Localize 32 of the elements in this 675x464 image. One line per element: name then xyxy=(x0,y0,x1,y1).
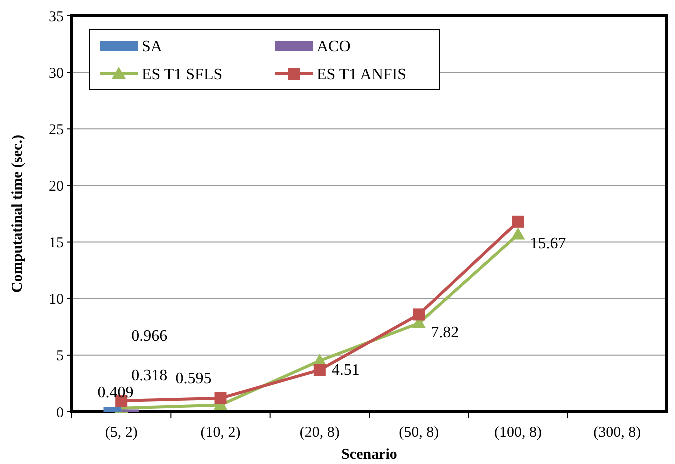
x-tick-label: (5, 2) xyxy=(105,425,138,441)
x-tick-label: (100, 8) xyxy=(494,425,542,441)
legend-label: ACO xyxy=(317,38,351,56)
y-tick-label: 5 xyxy=(56,348,64,365)
y-tick-label: 20 xyxy=(49,178,64,195)
data-label: 0.966 xyxy=(132,328,168,346)
data-label: 7.82 xyxy=(431,324,460,342)
data-label: 4.51 xyxy=(332,362,360,379)
x-tick-label: (10, 2) xyxy=(200,425,241,441)
point xyxy=(413,308,426,321)
point xyxy=(511,228,526,240)
y-tick-label: 25 xyxy=(49,122,64,138)
x-tick-label: (20, 8) xyxy=(300,425,340,441)
x-tick-label: (300, 8) xyxy=(594,425,642,441)
y-tick-label: 10 xyxy=(49,292,64,308)
y-tick-label: 15 xyxy=(49,236,64,252)
legend-label: SA xyxy=(142,38,163,56)
point xyxy=(214,392,227,404)
y-tick-label: 30 xyxy=(49,66,64,82)
legend-label: ES T1 ANFIS xyxy=(317,66,407,84)
legend-label: ES T1 SFLS xyxy=(142,66,223,84)
data-label: 0.409 xyxy=(98,384,134,402)
point xyxy=(314,364,326,376)
y-tick-label: 0 xyxy=(56,405,64,422)
data-label: 15.67 xyxy=(530,236,566,253)
x-axis-title: Scenario xyxy=(342,447,398,463)
data-label: 0.318 xyxy=(132,367,168,384)
x-tick-label: (50, 8) xyxy=(399,425,440,441)
data-label: 0.595 xyxy=(176,370,212,388)
y-tick-label: 35 xyxy=(49,9,64,26)
point xyxy=(512,216,524,228)
y-axis-title: Computatinal time (sec.) xyxy=(10,135,26,293)
